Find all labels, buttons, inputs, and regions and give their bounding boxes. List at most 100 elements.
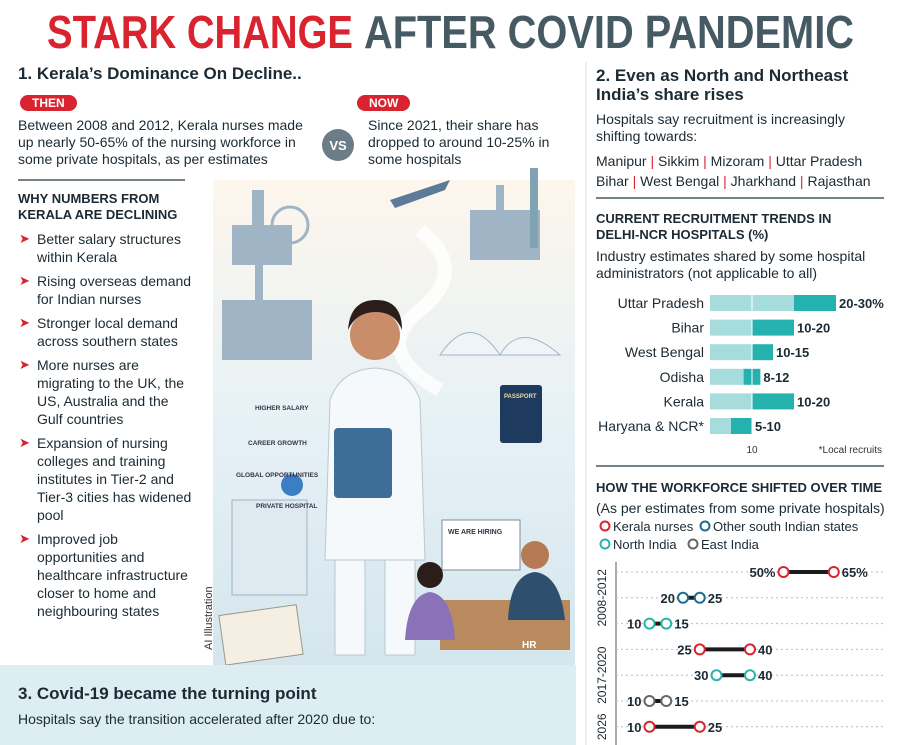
- value-label: 25: [677, 642, 691, 657]
- value-label: 25: [708, 720, 722, 735]
- state: Mizoram: [699, 153, 764, 169]
- category-label: West Bengal: [625, 344, 704, 360]
- range-bar: [731, 418, 752, 434]
- dumbbell-low: [710, 669, 723, 682]
- globe: [281, 474, 303, 496]
- illus-label: HIGHER SALARY: [255, 405, 309, 412]
- dumbbell-high: [827, 566, 840, 578]
- dumbbell-low: [693, 643, 706, 656]
- hospital: [231, 499, 308, 596]
- dumbbell-low: [777, 566, 790, 578]
- value-label: 50%: [749, 565, 775, 580]
- illus-label: PASSPORT: [504, 394, 537, 400]
- range-bar: [752, 319, 794, 336]
- category-label: Odisha: [660, 369, 705, 385]
- state: Bihar: [596, 173, 629, 189]
- value-label: 15: [674, 694, 688, 709]
- period-label: 2017-2020: [595, 646, 609, 704]
- chart2-title: HOW THE WORKFORCE SHIFTED OVER TIME: [596, 480, 882, 495]
- dumbbell-high: [693, 591, 706, 604]
- why-title: WHY NUMBERS FROM KERALA ARE DECLINING: [18, 191, 178, 222]
- category-label: Kerala: [664, 393, 705, 409]
- reason: Rising overseas demand for Indian nurses: [19, 272, 197, 308]
- title-red: STARK CHANGE: [47, 6, 353, 58]
- dumbbell-high: [744, 643, 756, 656]
- range-track: [710, 368, 744, 385]
- state: Manipur: [596, 153, 647, 169]
- range-track: [710, 344, 752, 361]
- path: [392, 224, 452, 397]
- vs-badge: [322, 129, 354, 161]
- nurse: [324, 300, 426, 656]
- period-label: 2026: [595, 713, 609, 740]
- now-tag: NOW: [357, 95, 411, 111]
- section3-text: Hospitals say the transition accelerated…: [18, 711, 376, 727]
- dumbbell-high: [744, 669, 756, 682]
- value-label: 10-20: [797, 321, 830, 336]
- value-label: 10: [627, 617, 641, 632]
- category-label: Uttar Pradesh: [618, 295, 704, 311]
- section2-text: Hospitals say recruitment is increasingl…: [596, 111, 845, 144]
- reasons-list: Better salary structures within Kerala R…: [19, 230, 197, 626]
- dumbbell-high: [660, 695, 673, 707]
- passport: [500, 385, 542, 443]
- reason: More nurses are migrating to the UK, the…: [19, 356, 197, 428]
- legend-marker: [687, 538, 699, 550]
- chart2-subtitle: (As per estimates from some private hosp…: [596, 500, 885, 516]
- form: [218, 604, 304, 666]
- value-label: 10: [627, 694, 641, 709]
- state: West Bengal: [629, 173, 720, 189]
- legend-label: Kerala nurses: [613, 519, 694, 534]
- vs-text: VS: [329, 138, 347, 153]
- value-label: 10: [627, 720, 641, 735]
- range-track: [710, 418, 731, 434]
- legend-marker: [599, 538, 611, 550]
- skyline: [222, 168, 562, 360]
- dumbbell-high: [660, 617, 673, 630]
- illus-label: CAREER GROWTH: [248, 440, 307, 447]
- range-track: [710, 319, 752, 336]
- candidate: [417, 562, 443, 588]
- category-label: Bihar: [671, 320, 704, 336]
- chart1-subtitle: Industry estimates shared by some hospit…: [596, 248, 866, 281]
- legend-marker: [599, 520, 611, 532]
- range-track: [710, 393, 752, 410]
- legend-marker: [699, 520, 711, 532]
- illus-label: WE ARE HIRING: [448, 529, 503, 536]
- value-label: 10-15: [776, 345, 809, 360]
- value-label: 25: [708, 591, 722, 606]
- section1-title: 1. Kerala’s Dominance On Decline..: [18, 64, 302, 83]
- value-label: 10-20: [797, 394, 830, 409]
- value-label: 40: [758, 668, 772, 683]
- dumbbell-low: [643, 720, 656, 733]
- reason: Improved job opportunities and healthcar…: [19, 530, 197, 620]
- range-bar: [752, 344, 773, 361]
- annotation: *Local recruits: [819, 445, 882, 456]
- illus-label: GLOBAL OPPORTUNITIES: [236, 472, 319, 479]
- now-text: Since 2021, their share has dropped to a…: [368, 117, 550, 167]
- range-bar: [794, 295, 836, 311]
- chart1-title: CURRENT RECRUITMENT TRENDS IN DELHI-NCR …: [596, 211, 832, 242]
- title-grey: AFTER COVID PANDEMIC: [364, 6, 854, 58]
- section2-title: 2. Even as North and Northeast India’s s…: [596, 66, 849, 104]
- value-label: 30: [694, 668, 708, 683]
- legend-label: East India: [701, 537, 760, 552]
- reason: Better salary structures within Kerala: [19, 230, 197, 266]
- hiring-board: [441, 519, 521, 571]
- reason: Stronger local demand across southern st…: [19, 314, 197, 350]
- category-label: Haryana & NCR*: [598, 418, 704, 434]
- legend-label: North India: [613, 537, 677, 552]
- reason: Expansion of nursing colleges and traini…: [19, 434, 197, 524]
- value-label: 65%: [842, 565, 868, 580]
- airplane: [390, 180, 450, 208]
- then-tag: THEN: [20, 95, 77, 111]
- dumbbell-low: [643, 617, 656, 630]
- legend-label: Other south Indian states: [713, 519, 859, 534]
- x-tick-label: 10: [746, 445, 758, 456]
- dumbbell-low: [677, 591, 689, 604]
- value-label: 40: [758, 642, 772, 657]
- illustration: HIGHER SALARY CAREER GROWTH GLOBAL OPPOR…: [203, 168, 575, 666]
- state: Jharkhand: [719, 173, 796, 189]
- value-label: 15: [674, 617, 688, 632]
